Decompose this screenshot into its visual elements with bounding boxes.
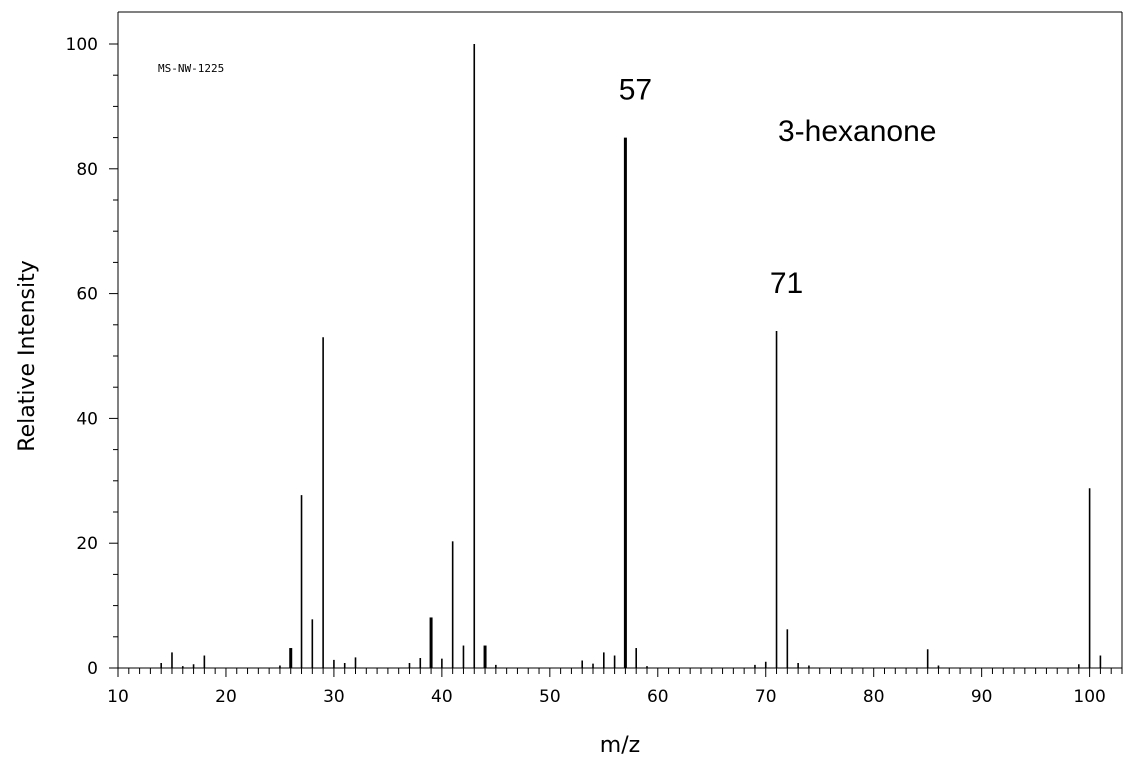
- plot-frame: [117, 11, 1123, 669]
- x-tick-label: 50: [539, 687, 561, 707]
- x-tick-label: 90: [971, 687, 993, 707]
- x-axis-title: m/z: [600, 733, 640, 758]
- x-tick-label: 70: [755, 687, 777, 707]
- y-axis-title: Relative Intensity: [15, 260, 40, 451]
- y-tick-label: 20: [76, 534, 98, 554]
- y-tick-label: 40: [76, 409, 98, 429]
- x-tick-label: 100: [1073, 687, 1105, 707]
- peak-annotation-label: 71: [770, 267, 803, 300]
- x-tick-label: 30: [323, 687, 345, 707]
- peak-series: [160, 44, 1102, 668]
- y-tick-label: 80: [76, 160, 98, 180]
- y-tick-label: 100: [66, 35, 98, 55]
- compound-name-label: 3-hexanone: [778, 115, 936, 148]
- y-tick-label: 0: [87, 659, 98, 679]
- x-tick-label: 40: [431, 687, 453, 707]
- x-tick-label: 10: [107, 687, 129, 707]
- x-tick-label: 80: [863, 687, 885, 707]
- y-axis: 0 20 40 60 80 100: [66, 35, 118, 679]
- x-tick-label: 20: [215, 687, 237, 707]
- annotations: 57 71: [619, 74, 804, 300]
- peak-annotation-label: 57: [619, 74, 652, 107]
- x-axis: 10 20 30 40 50 60 70 80 90 100: [107, 668, 1123, 707]
- x-tick-label: 60: [647, 687, 669, 707]
- y-tick-label: 60: [76, 285, 98, 305]
- spectrum-id-label: MS-NW-1225: [158, 62, 224, 75]
